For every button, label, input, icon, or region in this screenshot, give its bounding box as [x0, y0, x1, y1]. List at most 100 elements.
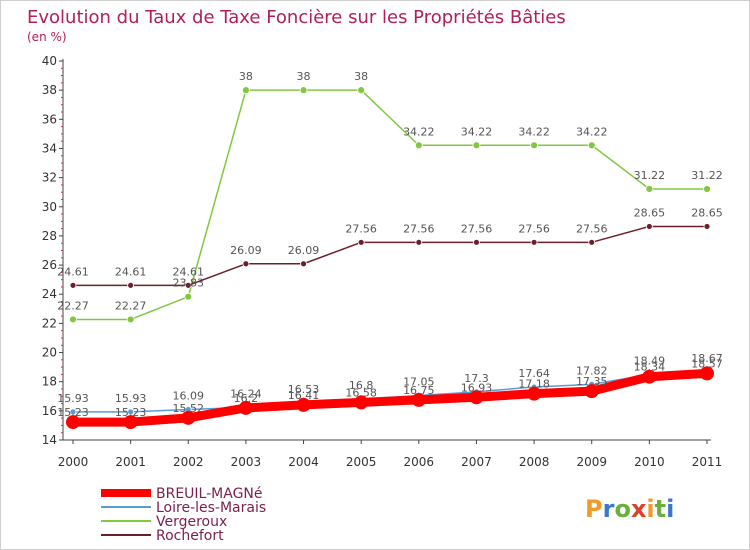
- data-label: 31.22: [691, 169, 723, 182]
- y-tick-label: 34: [42, 141, 57, 155]
- x-tick-label: 2002: [173, 455, 204, 469]
- data-point: [242, 86, 250, 95]
- x-tick-label: 2009: [576, 455, 607, 469]
- data-point: [66, 415, 80, 430]
- legend-label-0: BREUIL-MAGNé: [156, 486, 263, 502]
- watermark-letter: t: [655, 495, 666, 523]
- data-label: 34.22: [403, 125, 435, 138]
- data-label: 34.22: [576, 125, 608, 138]
- series-line-2: [72, 89, 708, 321]
- data-label: 15.93: [115, 392, 147, 405]
- data-label: 15.23: [57, 406, 89, 419]
- data-label: 24.61: [173, 265, 205, 278]
- data-point: [530, 238, 538, 246]
- watermark-letter: o: [614, 495, 631, 523]
- data-label: 18.67: [691, 352, 723, 365]
- data-point: [645, 185, 654, 193]
- data-label: 17.64: [518, 367, 550, 380]
- y-tick-label: 24: [42, 287, 57, 301]
- data-label: 38: [297, 70, 311, 83]
- data-label: 24.61: [115, 265, 147, 278]
- data-point: [357, 238, 365, 246]
- legend-label-2: Vergeroux: [156, 514, 227, 530]
- data-label: 22.27: [57, 299, 89, 312]
- chart-title: Evolution du Taux de Taxe Foncière sur l…: [27, 7, 566, 28]
- watermark-logo: Proxiti: [585, 495, 674, 523]
- x-tick-label: 2007: [461, 455, 492, 469]
- x-tick-label: 2010: [634, 455, 665, 469]
- data-label: 15.93: [57, 392, 89, 405]
- data-point: [411, 392, 426, 407]
- data-label: 26.09: [230, 244, 262, 257]
- data-label: 27.56: [345, 222, 377, 235]
- data-label: 28.65: [634, 206, 666, 219]
- data-point: [473, 238, 480, 246]
- data-label: 16.93: [461, 381, 493, 394]
- data-point: [354, 395, 369, 410]
- data-point: [184, 292, 193, 301]
- data-label: 17.05: [403, 376, 435, 389]
- data-label: 27.56: [461, 222, 493, 235]
- data-label: 15.23: [115, 406, 147, 419]
- axes: 14 16 18 20 22 24 26 28 30 32 34 36 38 40 2000 2001 2002…: [42, 54, 723, 469]
- legend-label-1: Loire-les-Marais: [156, 500, 266, 516]
- data-point: [299, 86, 308, 95]
- data-point: [642, 369, 657, 384]
- x-tick-label: 2006: [404, 455, 435, 469]
- y-tick-label: 36: [42, 112, 57, 126]
- data-label: 16.09: [173, 390, 205, 403]
- data-point: [181, 410, 196, 425]
- data-point: [415, 238, 423, 246]
- data-label: 16.75: [403, 384, 435, 397]
- data-point: [469, 390, 484, 405]
- series-line-3: [72, 225, 708, 287]
- data-label: 18.57: [691, 357, 723, 370]
- x-tick-label: 2004: [288, 455, 319, 469]
- data-point: [242, 260, 250, 268]
- data-label: 23.83: [173, 277, 205, 290]
- data-label: 16.53: [288, 383, 320, 396]
- data-point: [703, 185, 711, 193]
- watermark-letter: P: [585, 495, 603, 523]
- watermark-letter: i: [666, 495, 674, 523]
- data-label: 27.56: [403, 222, 435, 235]
- data-label: 17.3: [464, 372, 489, 385]
- data-point: [296, 397, 311, 412]
- data-point: [645, 223, 653, 230]
- y-tick-label: 14: [42, 433, 57, 447]
- data-point: [123, 415, 138, 430]
- y-tick-label: 16: [42, 404, 57, 418]
- y-tick-label: 32: [42, 171, 57, 185]
- data-label: 17.82: [576, 364, 608, 377]
- data-point: [588, 238, 596, 246]
- data-label: 34.22: [518, 125, 550, 138]
- data-point: [527, 386, 542, 401]
- data-label: 34.22: [461, 125, 493, 138]
- data-point: [238, 400, 253, 415]
- x-tick-label: 2011: [692, 455, 723, 469]
- x-tick-label: 2000: [58, 455, 89, 469]
- y-tick-label: 40: [42, 54, 57, 68]
- watermark-letter: i: [646, 495, 654, 523]
- data-label: 27.56: [576, 222, 608, 235]
- y-tick-label: 18: [42, 375, 57, 389]
- data-label: 16.41: [288, 389, 320, 402]
- data-label: 24.61: [57, 265, 89, 278]
- data-point: [300, 260, 307, 268]
- data-point: [530, 141, 538, 150]
- data-point: [127, 281, 135, 289]
- data-label: 38: [239, 70, 253, 83]
- data-point: [584, 384, 599, 399]
- y-tick-label: 22: [42, 316, 57, 330]
- legend-label-3: Rochefort: [156, 528, 224, 544]
- series-line-1: [72, 371, 708, 413]
- data-point: [126, 315, 135, 324]
- data-point: [414, 141, 423, 150]
- data-point: [472, 141, 481, 150]
- data-label: 16.8: [349, 379, 374, 392]
- data-point: [69, 408, 77, 416]
- data-point: [184, 281, 192, 289]
